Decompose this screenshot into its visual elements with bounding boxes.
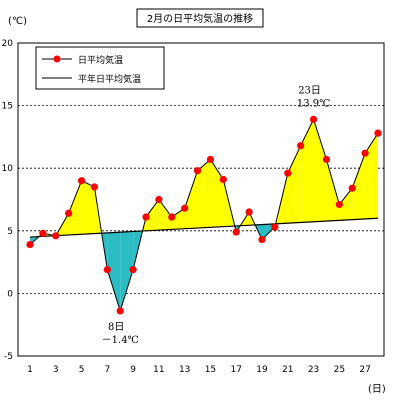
data-point bbox=[65, 209, 73, 217]
data-point bbox=[103, 266, 111, 274]
data-point bbox=[219, 175, 227, 184]
y-tick-label: 0 bbox=[7, 289, 13, 299]
annotations: 23日 13.9℃ 8日 －1.4℃ bbox=[102, 85, 331, 346]
data-point bbox=[142, 213, 150, 221]
data-point bbox=[129, 266, 137, 274]
fill-above-normal bbox=[171, 208, 185, 230]
data-point bbox=[245, 208, 253, 216]
x-tick-label: 5 bbox=[79, 365, 85, 375]
data-point bbox=[348, 184, 356, 192]
fill-above-normal bbox=[184, 170, 198, 229]
annotation-value: 13.9℃ bbox=[297, 98, 330, 109]
fill-above-normal bbox=[158, 199, 172, 231]
fill-above-normal bbox=[146, 199, 159, 231]
data-point bbox=[322, 155, 331, 164]
annotation-value: －1.4℃ bbox=[102, 335, 139, 346]
x-tick-label: 3 bbox=[53, 365, 59, 375]
x-tick-label: 1 bbox=[27, 365, 33, 375]
data-point bbox=[206, 155, 215, 164]
data-point bbox=[39, 229, 47, 237]
legend-marker-daily bbox=[53, 55, 61, 63]
y-tick-label: 10 bbox=[2, 164, 14, 174]
fill-below-normal bbox=[107, 232, 121, 311]
x-tick-label: 21 bbox=[282, 365, 293, 375]
legend-label-normal: 平年日平均気温 bbox=[78, 73, 141, 85]
data-point bbox=[52, 232, 60, 240]
title-box bbox=[136, 8, 264, 28]
data-point bbox=[232, 228, 240, 236]
normal-line bbox=[29, 217, 379, 238]
x-tick-label: 7 bbox=[104, 365, 110, 375]
data-point bbox=[374, 129, 382, 137]
fill-above-normal bbox=[339, 188, 353, 221]
annotation-day: 8日 bbox=[108, 322, 124, 333]
x-tick-label: 27 bbox=[359, 365, 370, 375]
y-tick-label: 20 bbox=[2, 39, 14, 49]
x-tick-label: 15 bbox=[205, 365, 216, 375]
data-point bbox=[258, 235, 266, 244]
fill-above-normal bbox=[313, 119, 327, 222]
data-point bbox=[26, 240, 34, 249]
x-tick-label: 9 bbox=[130, 365, 136, 375]
chart-title: 2月の日平均気温の推移 bbox=[147, 12, 253, 25]
x-tick-label: 23 bbox=[308, 365, 319, 375]
legend-label-daily: 日平均気温 bbox=[78, 54, 123, 66]
fill-above-normal bbox=[287, 145, 301, 224]
data-point bbox=[77, 177, 86, 185]
fill-above-normal bbox=[197, 159, 211, 229]
y-unit-label: (℃) bbox=[8, 16, 27, 27]
normal-temperature-line bbox=[29, 217, 379, 238]
data-point bbox=[116, 307, 124, 315]
data-point bbox=[90, 183, 99, 191]
data-point bbox=[271, 223, 279, 231]
data-point bbox=[309, 115, 318, 123]
fill-above-normal bbox=[81, 180, 95, 235]
data-point bbox=[297, 142, 305, 150]
y-axis-ticks: 20 15 10 5 0 -5 bbox=[2, 39, 14, 362]
x-tick-label: 25 bbox=[334, 365, 345, 375]
daily-temperature-line bbox=[29, 118, 379, 313]
y-tick-label: 5 bbox=[7, 227, 13, 237]
legend-box bbox=[35, 46, 165, 90]
data-point bbox=[155, 195, 163, 204]
x-tick-label: 19 bbox=[256, 365, 268, 375]
fill-below-normal bbox=[120, 231, 134, 311]
x-tick-label: 11 bbox=[153, 365, 164, 375]
y-tick-label: -5 bbox=[4, 352, 13, 362]
fill-above-normal bbox=[210, 159, 224, 228]
data-point bbox=[168, 213, 176, 221]
x-tick-label: 13 bbox=[179, 365, 190, 375]
x-axis-ticks: 1 3 5 7 9 11 13 15 17 19 21 23 25 27 bbox=[27, 365, 371, 375]
fill-above-normal bbox=[68, 180, 82, 235]
x-unit-label: (日) bbox=[368, 384, 386, 395]
fill-above-normal bbox=[352, 153, 366, 220]
data-point bbox=[361, 149, 369, 157]
temperature-series bbox=[26, 115, 382, 315]
y-tick-label: 15 bbox=[2, 102, 13, 112]
data-point bbox=[284, 169, 292, 177]
annotation-day: 23日 bbox=[298, 85, 321, 96]
data-point bbox=[181, 204, 189, 212]
x-tick-label: 17 bbox=[230, 365, 241, 375]
data-point bbox=[335, 200, 343, 209]
data-point bbox=[193, 167, 202, 175]
